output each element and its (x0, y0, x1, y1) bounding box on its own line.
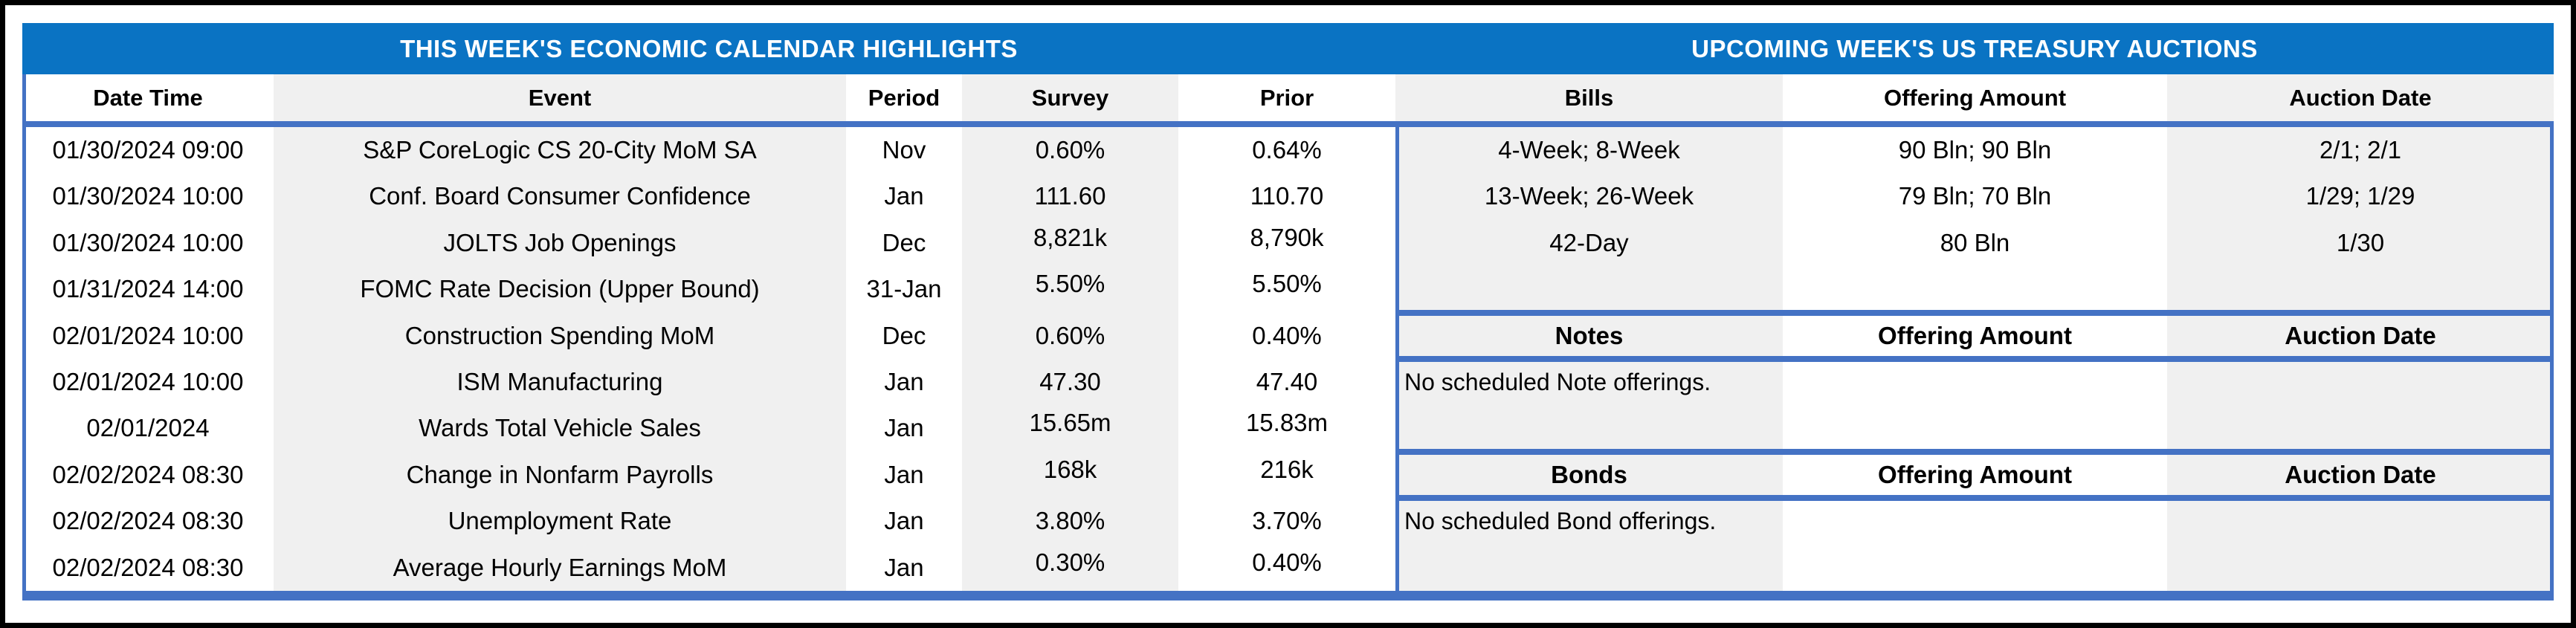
header-bills: Bills (1564, 85, 1614, 111)
cell-date-time: 01/30/2024 10:00 (52, 229, 244, 256)
table-bottom-border (22, 591, 2554, 601)
cell-event: Change in Nonfarm Payrolls (406, 461, 714, 488)
cell-period: Dec (882, 229, 926, 256)
notes-message: No scheduled Note offerings. (1404, 369, 1711, 395)
cell-date-time: 02/02/2024 08:30 (52, 461, 244, 488)
notes-section-rule (1395, 449, 2554, 455)
cell-prior: 5.50% (1252, 270, 1322, 297)
header-period: Period (868, 85, 940, 111)
header-divider-line (22, 121, 2554, 127)
header-date-time: Date Time (93, 85, 203, 111)
event-column-shade (274, 74, 846, 591)
cell-date-time: 02/02/2024 08:30 (52, 554, 244, 581)
header-bonds-auction-date: Auction Date (2285, 461, 2436, 488)
cell-period: Jan (884, 461, 924, 488)
cell-event: Wards Total Vehicle Sales (419, 414, 701, 441)
cell-survey: 15.65m (1029, 409, 1111, 436)
cell-event: Unemployment Rate (448, 507, 672, 534)
header-survey: Survey (1031, 85, 1109, 111)
header-notes: Notes (1555, 322, 1624, 349)
header-bonds: Bonds (1551, 461, 1627, 488)
cell-survey: 168k (1043, 456, 1097, 483)
header-event: Event (528, 85, 592, 111)
header-notes-auction-date: Auction Date (2285, 322, 2436, 349)
cell-date-time: 01/30/2024 10:00 (52, 182, 244, 210)
auction-date-column-shade (2167, 74, 2554, 591)
cell-bill-auction-date: 1/30 (2336, 229, 2385, 256)
cell-period: Jan (884, 554, 924, 581)
cell-period: Nov (882, 136, 926, 164)
cell-event: ISM Manufacturing (456, 368, 663, 395)
economic-calendar-title: THIS WEEK'S ECONOMIC CALENDAR HIGHLIGHTS (400, 35, 1018, 62)
cell-survey: 5.50% (1035, 270, 1105, 297)
cell-prior: 0.40% (1252, 322, 1322, 349)
cell-period: Jan (884, 414, 924, 441)
cell-date-time: 02/01/2024 10:00 (52, 368, 244, 395)
bonds-message: No scheduled Bond offerings. (1404, 508, 1717, 534)
cell-survey: 0.60% (1035, 322, 1105, 349)
cell-survey: 111.60 (1034, 182, 1106, 210)
cell-bill-security: 42-Day (1549, 229, 1629, 256)
cell-prior: 8,790k (1250, 224, 1324, 251)
cell-period: Jan (884, 368, 924, 395)
cell-prior: 15.83m (1245, 409, 1329, 436)
cell-bill-offering-amount: 79 Bln; 70 Bln (1898, 182, 2052, 210)
cell-survey: 47.30 (1039, 368, 1101, 395)
cell-period: Dec (882, 322, 926, 349)
header-bills-offering-amount: Offering Amount (1883, 85, 2067, 111)
cell-period: Jan (884, 507, 924, 534)
cell-prior: 110.70 (1250, 182, 1324, 210)
cell-event: JOLTS Job Openings (443, 229, 677, 256)
cell-period: 31-Jan (866, 275, 942, 302)
cell-bill-security: 4-Week; 8-Week (1498, 136, 1680, 164)
header-notes-offering-amount: Offering Amount (1878, 322, 2072, 349)
cell-bill-offering-amount: 90 Bln; 90 Bln (1898, 136, 2052, 164)
cell-survey: 3.80% (1035, 507, 1105, 534)
cell-prior: 47.40 (1256, 368, 1318, 395)
cell-event: Average Hourly Earnings MoM (393, 554, 727, 581)
cell-bill-auction-date: 1/29; 1/29 (2305, 182, 2415, 210)
header-prior: Prior (1259, 85, 1314, 111)
cell-period: Jan (884, 182, 924, 210)
cell-survey: 8,821k (1033, 224, 1108, 251)
cell-date-time: 02/01/2024 10:00 (52, 322, 244, 349)
header-bills-auction-date: Auction Date (2289, 85, 2432, 111)
cell-event: Construction Spending MoM (404, 322, 715, 349)
cell-bill-auction-date: 2/1; 2/1 (2319, 136, 2402, 164)
cell-prior: 3.70% (1252, 507, 1322, 534)
cell-date-time: 01/30/2024 09:00 (52, 136, 244, 164)
cell-prior: 0.40% (1252, 548, 1322, 576)
cell-bill-offering-amount: 80 Bln (1940, 229, 2010, 256)
cell-survey: 0.60% (1035, 136, 1105, 164)
cell-date-time: 01/31/2024 14:00 (52, 275, 244, 302)
cell-event: FOMC Rate Decision (Upper Bound) (360, 275, 760, 302)
cell-prior: 216k (1260, 456, 1314, 483)
cell-event: Conf. Board Consumer Confidence (369, 182, 751, 210)
cell-date-time: 02/02/2024 08:30 (52, 507, 244, 534)
title-band (22, 23, 2554, 74)
bills-column-shade (1395, 74, 1783, 591)
treasury-auctions-title: UPCOMING WEEK'S US TREASURY AUCTIONS (1691, 35, 2258, 62)
cell-bill-security: 13-Week; 26-Week (1484, 182, 1694, 210)
bonds-header-rule (1395, 495, 2554, 501)
cell-event: S&P CoreLogic CS 20-City MoM SA (363, 136, 757, 164)
header-bonds-offering-amount: Offering Amount (1878, 461, 2072, 488)
cell-date-time: 02/01/2024 (86, 414, 210, 441)
cell-survey: 0.30% (1035, 548, 1105, 576)
bills-section-rule (1395, 310, 2554, 316)
survey-column-shade (962, 74, 1178, 591)
cell-prior: 0.64% (1252, 136, 1322, 164)
notes-header-rule (1395, 356, 2554, 362)
calendar-left-border (22, 74, 26, 591)
